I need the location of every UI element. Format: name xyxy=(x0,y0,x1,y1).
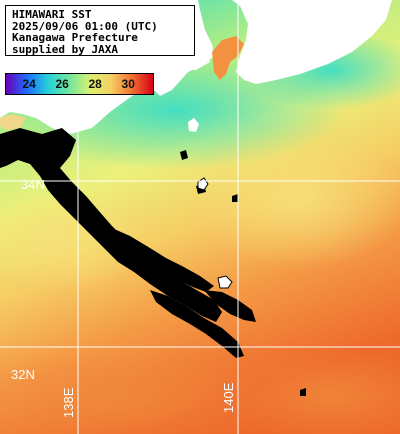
land-kanagawa-strip xyxy=(170,56,210,70)
scale-tick-26: 26 xyxy=(55,77,69,91)
cloud-band-central xyxy=(112,228,214,292)
info-box: HIMAWARI SST 2025/09/06 01:00 (UTC) Kana… xyxy=(5,5,195,56)
land-boso-peninsula xyxy=(232,0,392,84)
orange-water-south xyxy=(0,350,280,434)
region-name: Kanagawa Prefecture xyxy=(12,31,138,44)
cloud-mask-west xyxy=(0,128,222,322)
observation-time: 2025/09/06 01:00 (UTC) xyxy=(12,19,158,33)
cloud-fleck-north xyxy=(180,150,188,160)
cloud-patch-east xyxy=(204,290,256,322)
scale-tick-30: 30 xyxy=(121,77,135,91)
satellite-title: HIMAWARI SST xyxy=(12,8,92,21)
data-source: supplied by JAXA xyxy=(12,42,118,56)
cloud-fleck-south xyxy=(300,388,306,396)
lon-label-140e: 140E xyxy=(221,382,236,413)
lat-label-32n: 32N xyxy=(11,367,35,382)
island-mikurajima xyxy=(217,275,233,289)
land-shoal-west xyxy=(0,114,26,130)
land-izu-oshima xyxy=(188,118,199,132)
land-izu-tip xyxy=(212,36,244,80)
orange-water-southeast xyxy=(220,350,400,434)
lon-label-138e: 138E xyxy=(61,387,76,418)
scale-tick-24: 24 xyxy=(22,77,36,91)
warm-water-patch xyxy=(190,130,400,270)
cloud-band-south xyxy=(150,290,244,358)
lat-label-34n: 34N xyxy=(21,177,45,192)
temperature-color-scale: 24 26 28 30 xyxy=(5,73,154,95)
cloud-fleck-east xyxy=(232,194,238,202)
scale-tick-28: 28 xyxy=(88,77,102,91)
warm-water-west xyxy=(0,190,150,290)
color-scale-gradient xyxy=(6,74,153,94)
